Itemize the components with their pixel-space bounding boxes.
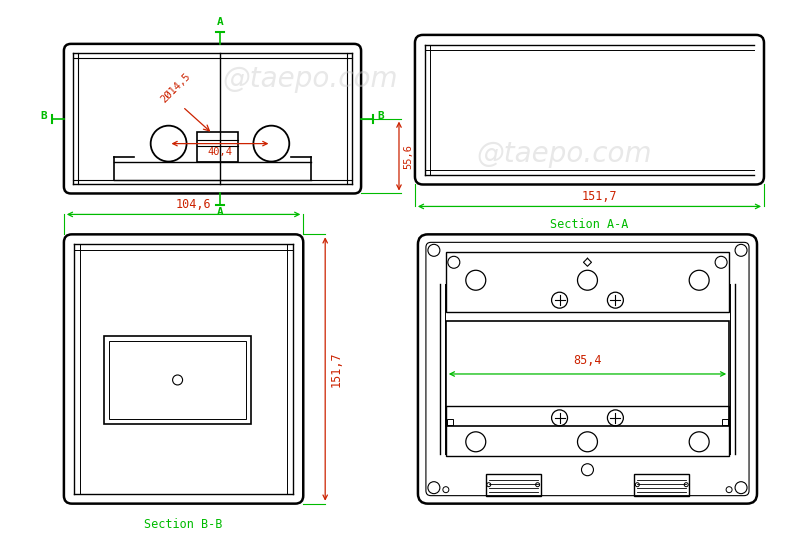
- Text: 55,6: 55,6: [403, 144, 413, 169]
- Bar: [447, 419, 453, 425]
- Text: A: A: [217, 17, 224, 27]
- Text: 151,7: 151,7: [581, 191, 617, 203]
- Bar: [486, 474, 540, 496]
- Text: Section A-A: Section A-A: [550, 218, 629, 231]
- Bar: [104, 336, 252, 424]
- Text: 40,4: 40,4: [207, 147, 232, 156]
- Text: B: B: [40, 111, 47, 121]
- Text: B: B: [378, 111, 384, 121]
- Bar: [722, 419, 728, 425]
- Bar: [634, 474, 690, 496]
- Text: 2Ø14,5: 2Ø14,5: [159, 71, 193, 105]
- Bar: [446, 252, 729, 312]
- Text: @taepo.com: @taepo.com: [222, 65, 398, 93]
- Bar: [446, 321, 729, 426]
- Text: 104,6: 104,6: [176, 199, 211, 211]
- Bar: [196, 132, 238, 162]
- Bar: [446, 406, 729, 456]
- Text: 151,7: 151,7: [329, 351, 342, 387]
- Text: A: A: [217, 207, 224, 217]
- Bar: [109, 341, 246, 419]
- Text: 85,4: 85,4: [574, 354, 602, 367]
- Text: @taepo.com: @taepo.com: [477, 139, 653, 168]
- Text: Section B-B: Section B-B: [144, 517, 222, 531]
